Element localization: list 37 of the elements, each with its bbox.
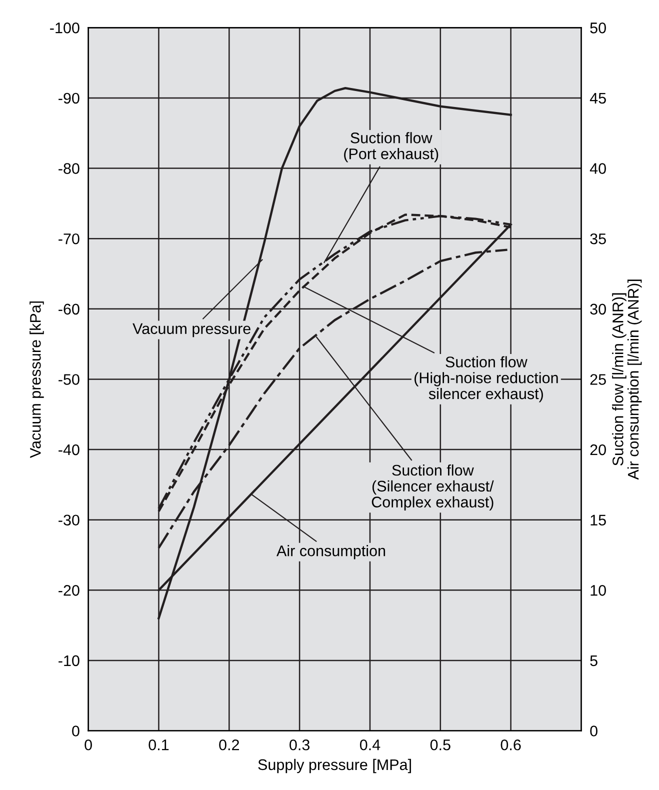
y-tick-label: -70 (58, 233, 80, 244)
x-tick-label: 0.2 (219, 739, 239, 750)
y-tick-label: -80 (58, 163, 80, 174)
y2-tick-label: 5 (590, 655, 598, 666)
y-tick-label: -90 (58, 92, 80, 104)
annotation: Air consumption (276, 545, 386, 560)
y2-axis-title: Suction flow [l/min (ANR)] Air consumption [l/min (ANR)] (612, 280, 642, 480)
y2-tick-label: 40 (590, 163, 606, 174)
y-tick-label: -100 (50, 22, 80, 34)
x-tick-label: 0 (84, 739, 92, 750)
y2-tick-label: 50 (590, 22, 606, 34)
annotation: Suction flow (Port exhaust) (344, 132, 438, 162)
y-tick-label: -50 (58, 374, 80, 385)
y2-tick-label: 45 (590, 92, 606, 104)
y-tick-label: -20 (58, 585, 80, 596)
y2-tick-label: 0 (590, 726, 598, 736)
y-axis-title: Vacuum pressure [kPa] (30, 301, 44, 458)
x-tick-label: 0.3 (290, 739, 310, 750)
y-tick-label: -40 (58, 444, 80, 456)
annotation: Suction flow (Silencer exhaust/ Complex exhaust) (372, 464, 494, 510)
y2-tick-label: 25 (590, 374, 606, 385)
y2-tick-label: 10 (590, 585, 606, 596)
x-tick-label: 0.6 (500, 739, 521, 750)
y2-tick-label: 35 (590, 233, 606, 244)
y2-tick-label: 20 (590, 444, 606, 456)
annotation: Vacuum pressure (132, 323, 250, 338)
x-tick-label: 0.4 (360, 739, 380, 750)
y-tick-label: 0 (72, 726, 80, 736)
x-tick-label: 0.5 (430, 739, 450, 750)
y-tick-label: -60 (58, 304, 80, 315)
y2-tick-label: 30 (590, 304, 606, 315)
x-axis-title: Supply pressure [MPa] (258, 758, 411, 774)
y-tick-label: -30 (58, 514, 80, 526)
y-tick-label: -10 (58, 655, 80, 666)
x-tick-label: 0.1 (148, 739, 169, 750)
annotation: Suction flow (High-noise reduction silencer exhaust) (414, 356, 558, 402)
y2-tick-label: 15 (590, 514, 606, 526)
